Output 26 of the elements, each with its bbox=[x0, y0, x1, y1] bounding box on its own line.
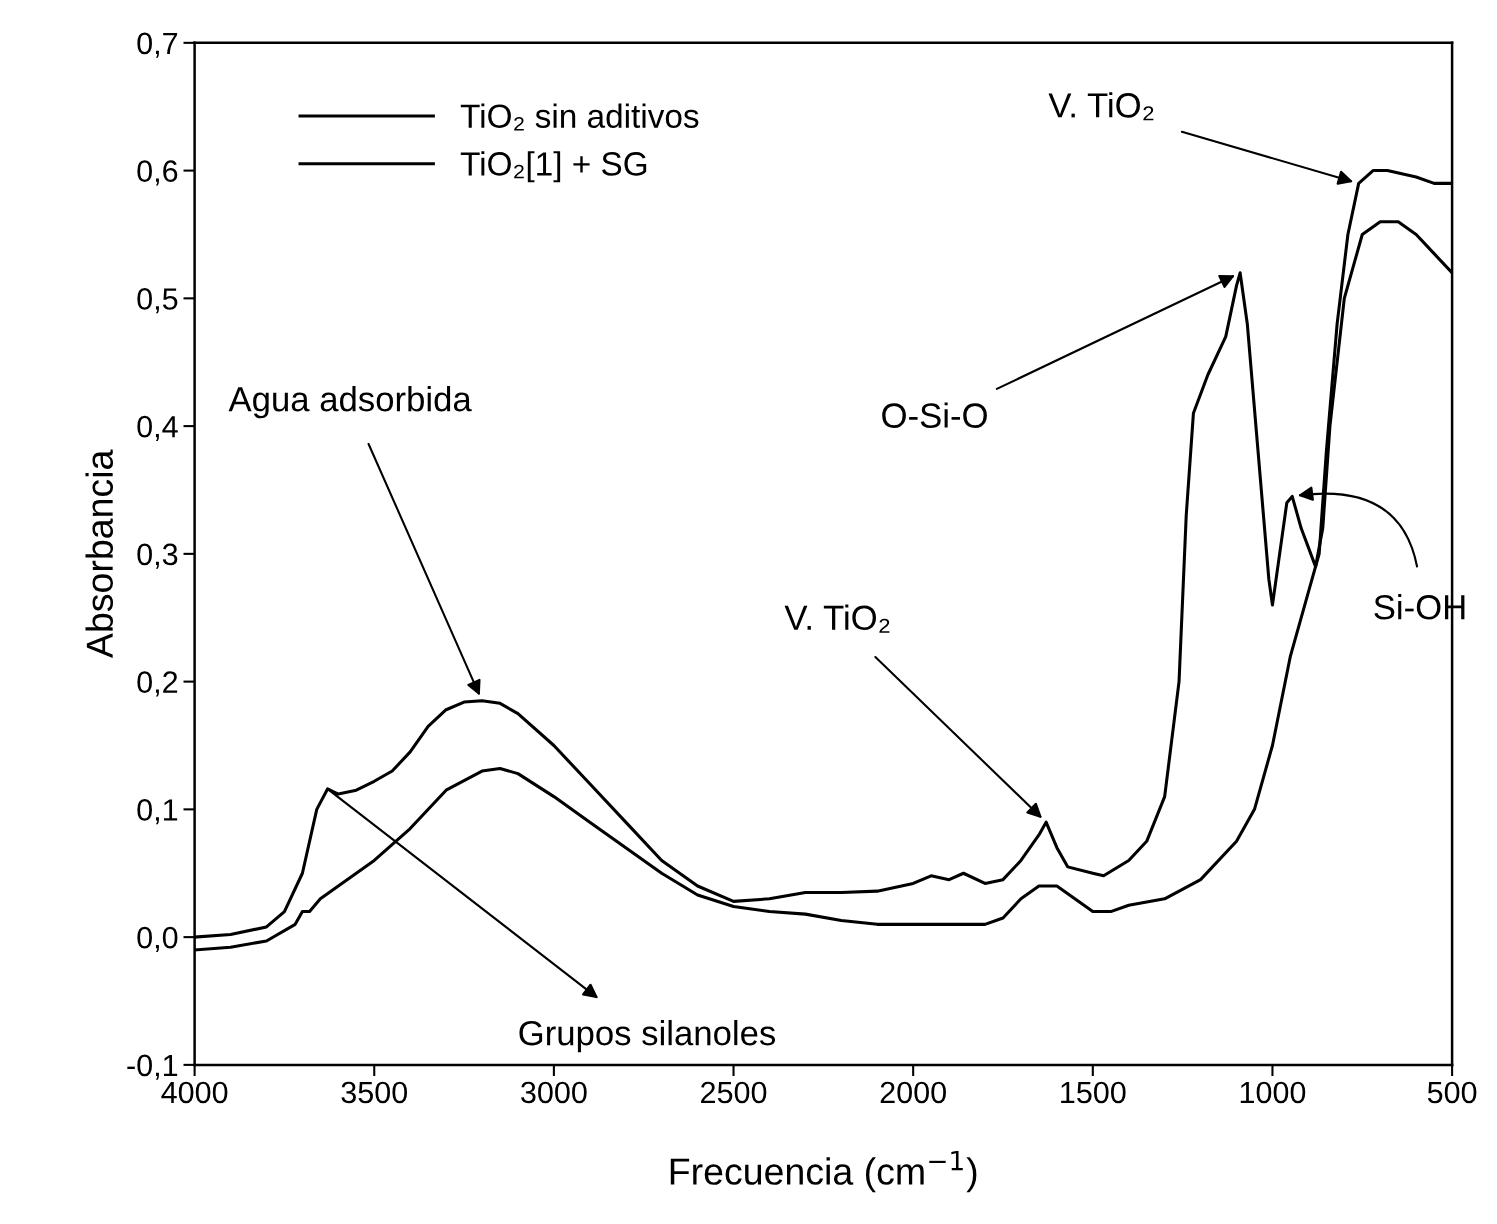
x-tick-label: 4000 bbox=[161, 1081, 228, 1104]
y-tick-label: 0,2 bbox=[137, 671, 178, 697]
y-tick-label: 0,4 bbox=[137, 415, 178, 442]
x-tick-label: 500 bbox=[1427, 1081, 1477, 1104]
x-tick-label: 1000 bbox=[1240, 1081, 1306, 1104]
x-axis-title: Frecuencia (cm$^{−1}$) bbox=[670, 1151, 977, 1193]
annotation: V. TiO₂ bbox=[1048, 92, 1154, 121]
annotation: Agua adsorbida bbox=[228, 385, 472, 419]
x-tick-label: 3500 bbox=[341, 1081, 408, 1104]
x-tick-label: 2000 bbox=[880, 1081, 946, 1104]
x-tick-label: 1500 bbox=[1061, 1081, 1126, 1104]
legend-label: TiO₂ sin aditivos bbox=[460, 103, 699, 131]
x-tick-label: 3000 bbox=[521, 1081, 587, 1104]
y-tick-label: 0,3 bbox=[137, 543, 178, 569]
annotation: V. TiO₂ bbox=[784, 604, 890, 633]
x-tick-label: 2500 bbox=[701, 1081, 767, 1104]
y-tick-label: 0,6 bbox=[137, 160, 178, 186]
y-tick-label: 0,5 bbox=[137, 288, 178, 314]
y-tick-label: 0,0 bbox=[137, 926, 178, 953]
y-axis-title: Absorbancia bbox=[85, 449, 114, 659]
legend-label: TiO₂[1] + SG bbox=[460, 151, 647, 183]
annotation: Grupos silanoles bbox=[519, 1019, 776, 1053]
annotation: O-Si-O bbox=[882, 402, 987, 428]
y-tick-label: 0,7 bbox=[137, 32, 178, 58]
y-tick-label: 0,1 bbox=[137, 799, 178, 825]
y-tick-label: -0,1 bbox=[127, 1054, 178, 1080]
